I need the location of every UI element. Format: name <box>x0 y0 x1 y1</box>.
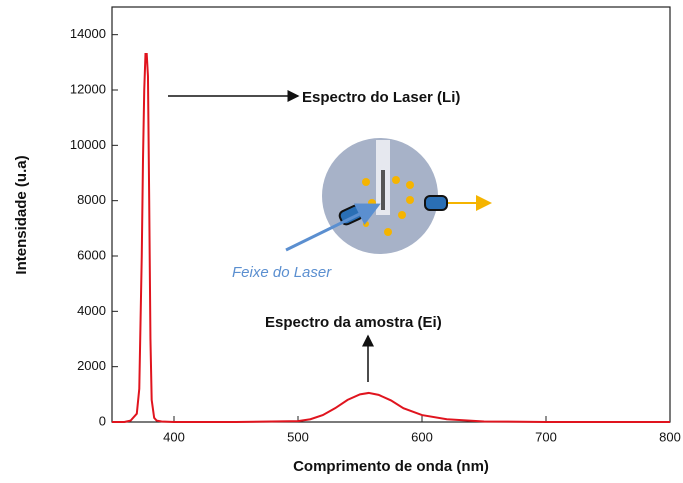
line-series <box>112 53 670 423</box>
x-tick-label: 400 <box>163 429 185 444</box>
y-axis-label: Intensidade (u.a) <box>13 155 30 274</box>
y-tick-label: 0 <box>99 413 106 428</box>
x-tick-label: 500 <box>287 429 309 444</box>
annotation: Espectro da amostra (Ei) <box>265 314 442 331</box>
inset-illustration <box>285 138 492 254</box>
y-tick-label: 6000 <box>77 247 106 262</box>
x-axis-label: Comprimento de onda (nm) <box>293 458 489 475</box>
x-tick-label: 600 <box>411 429 433 444</box>
y-tick-label: 4000 <box>77 303 106 318</box>
y-tick-label: 8000 <box>77 192 106 207</box>
annotation: Espectro do Laser (Li) <box>302 89 460 106</box>
annotation: Feixe do Laser <box>232 264 332 281</box>
y-tick-label: 10000 <box>70 137 106 152</box>
y-tick-label: 12000 <box>70 81 106 96</box>
plot-frame <box>111 6 671 423</box>
y-tick-label: 14000 <box>70 26 106 41</box>
y-tick-label: 2000 <box>77 358 106 373</box>
x-tick-label: 800 <box>659 429 681 444</box>
x-tick-label: 700 <box>535 429 557 444</box>
